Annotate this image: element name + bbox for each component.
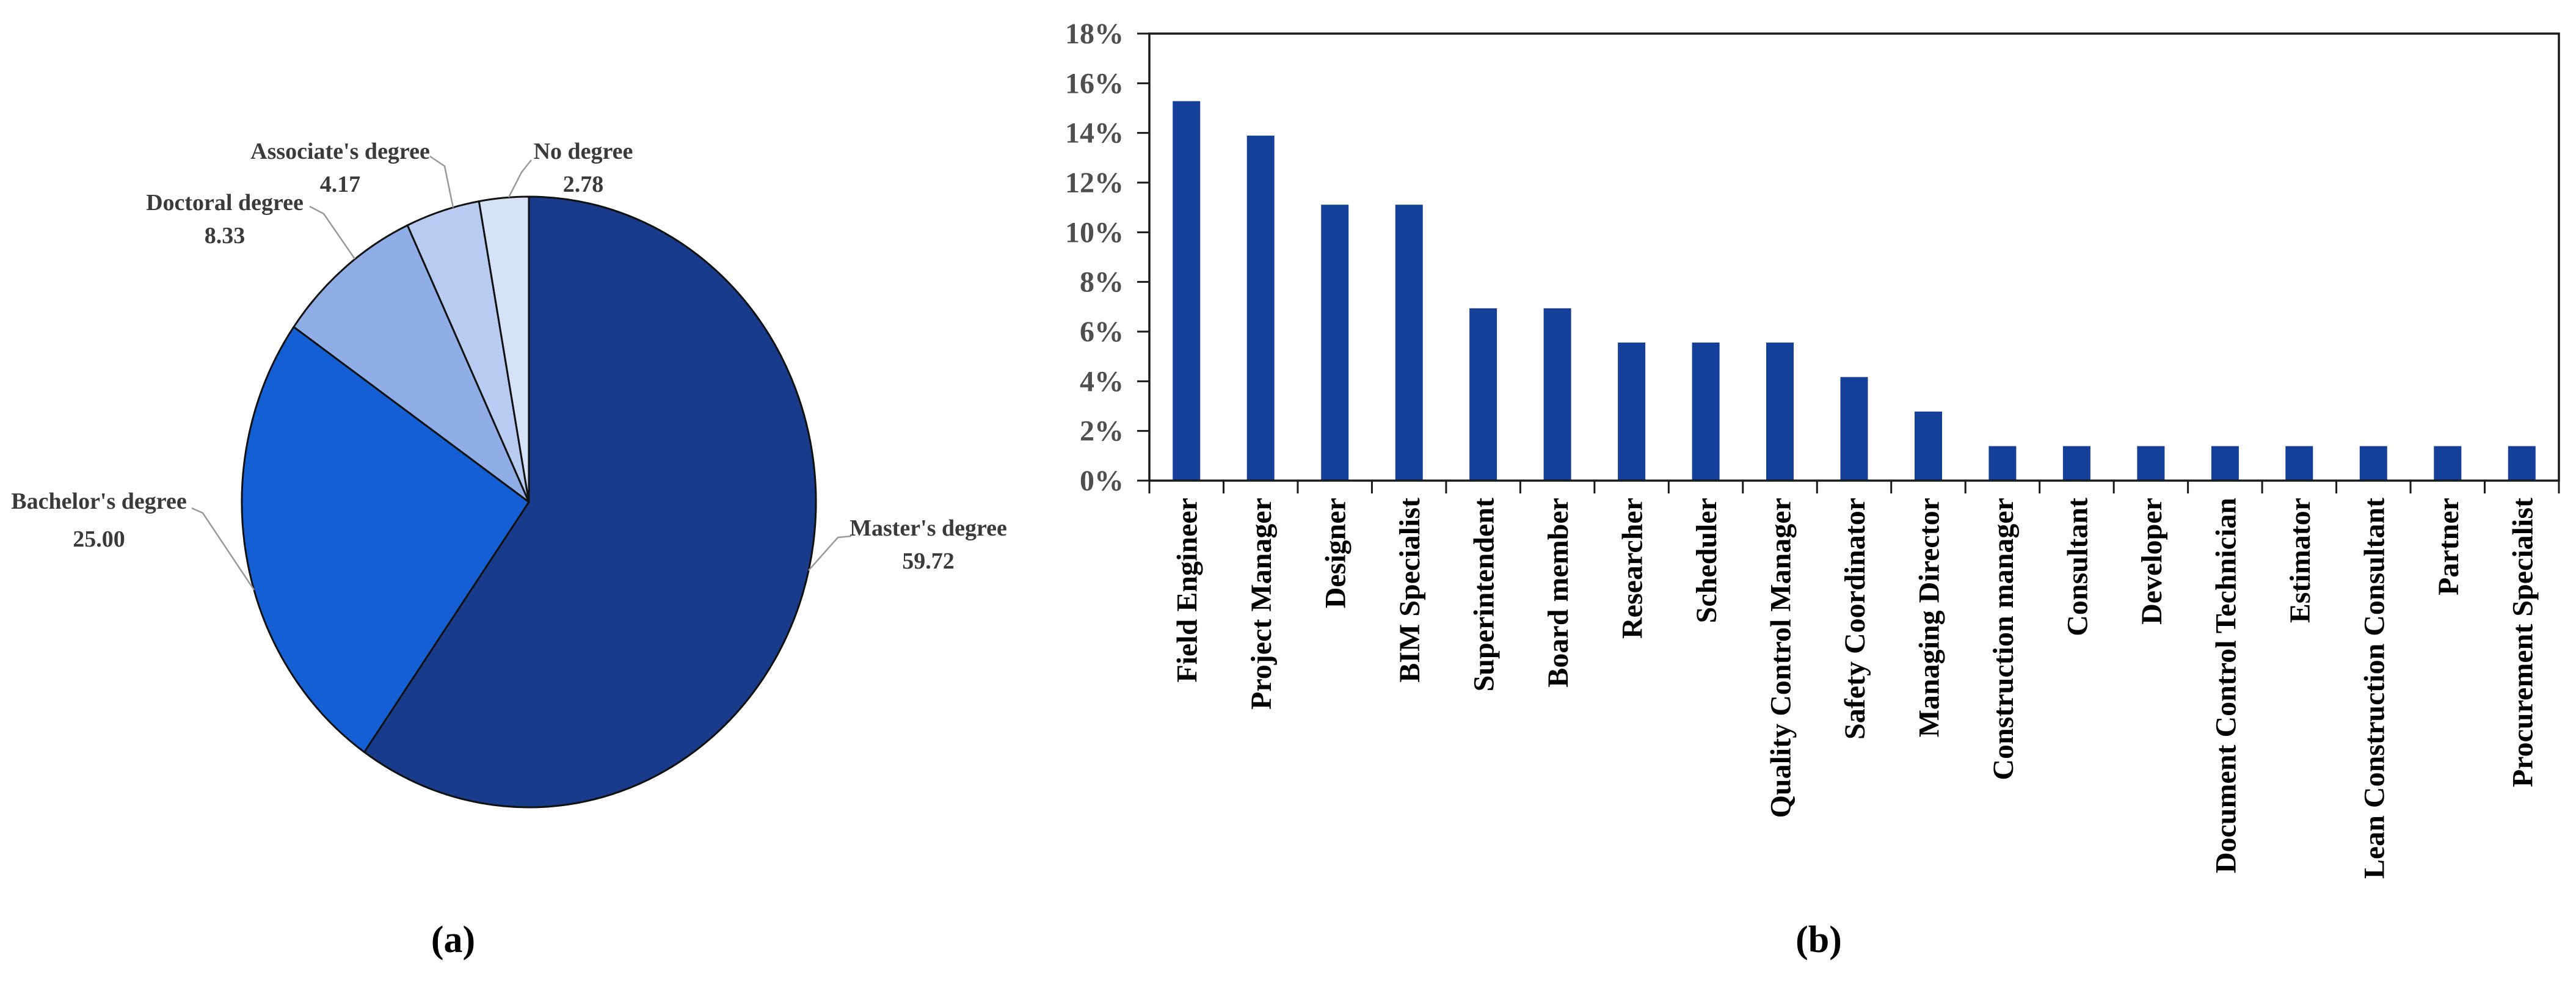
bar <box>1915 411 1942 481</box>
pie-leader-line <box>429 155 454 208</box>
caption-a: (a) <box>431 919 476 961</box>
y-tick-label: 4% <box>1080 365 1124 398</box>
bar <box>2137 446 2165 481</box>
category-label: BIM Specialist <box>1394 498 1426 683</box>
bar <box>1618 342 1646 481</box>
category-label: Managing Director <box>1913 498 1945 737</box>
y-tick-label: 0% <box>1080 465 1124 497</box>
y-tick-label: 2% <box>1080 415 1124 448</box>
bar <box>1246 136 1275 481</box>
bar <box>1692 342 1720 481</box>
bar <box>2062 446 2090 481</box>
category-label: Board member <box>1542 498 1574 688</box>
pie-slice <box>478 195 530 503</box>
bar <box>2211 446 2239 481</box>
pie-leader-line <box>508 159 532 198</box>
pie-slice-label: Associate's degree <box>250 139 430 164</box>
pie-slice-label: Master's degree <box>850 515 1007 541</box>
y-tick-label: 18% <box>1065 18 1124 50</box>
y-tick-label: 12% <box>1065 167 1124 199</box>
pie-slice-value: 2.78 <box>563 172 604 197</box>
y-tick-label: 16% <box>1065 67 1124 100</box>
pie-slice-value: 59.72 <box>902 548 955 574</box>
category-label: Project Manager <box>1245 498 1278 710</box>
category-label: Document Control Technician <box>2210 498 2242 873</box>
pie-slice-label: No degree <box>534 139 633 164</box>
category-label: Developer <box>2136 498 2168 625</box>
bar <box>1766 342 1794 481</box>
pie-leader-line <box>191 507 255 591</box>
pie-slice <box>363 195 817 809</box>
bar <box>2434 446 2462 481</box>
category-label: Procurement Specialist <box>2506 498 2539 787</box>
pie-slice <box>293 224 530 503</box>
bar <box>2508 446 2536 481</box>
axis-box <box>1148 32 2560 482</box>
category-label: Researcher <box>1617 498 1649 639</box>
bar <box>1840 377 1868 481</box>
pie-slice-label: Bachelor's degree <box>11 489 186 514</box>
category-label: Scheduler <box>1690 498 1723 623</box>
bar <box>2359 446 2387 481</box>
pie-slice-value: 4.17 <box>320 172 361 197</box>
y-tick-label: 6% <box>1080 316 1124 348</box>
category-label: Construction manager <box>1987 498 2020 780</box>
category-label: Superintendent <box>1468 498 1501 691</box>
bar <box>1469 308 1497 481</box>
category-label: Safety Coordinator <box>1839 498 1871 740</box>
category-label: Designer <box>1320 498 1352 608</box>
category-label: Partner <box>2432 498 2465 595</box>
pie-slice-value: 25.00 <box>73 526 125 552</box>
bar <box>1395 205 1423 481</box>
category-label: Estimator <box>2284 498 2316 623</box>
caption-b: (b) <box>1796 919 1842 961</box>
category-label: Consultant <box>2061 498 2094 636</box>
pie-slice <box>241 326 530 754</box>
category-label: Quality Control Manager <box>1765 498 1797 818</box>
y-tick-label: 8% <box>1080 266 1124 299</box>
bar <box>1543 308 1571 481</box>
bar <box>1321 205 1349 481</box>
y-tick-label: 10% <box>1065 216 1124 249</box>
category-label: Field Engineer <box>1171 498 1204 683</box>
pie-leader-line <box>808 535 852 571</box>
bar <box>1988 446 2017 481</box>
y-tick-label: 14% <box>1065 117 1124 150</box>
pie-leader-line <box>309 205 356 260</box>
pie-slice-label: Doctoral degree <box>146 190 304 216</box>
bar <box>1173 101 1201 481</box>
pie-slice-value: 8.33 <box>205 223 246 249</box>
category-label: Lean Construction Consultant <box>2358 498 2390 879</box>
bar <box>2285 446 2313 481</box>
